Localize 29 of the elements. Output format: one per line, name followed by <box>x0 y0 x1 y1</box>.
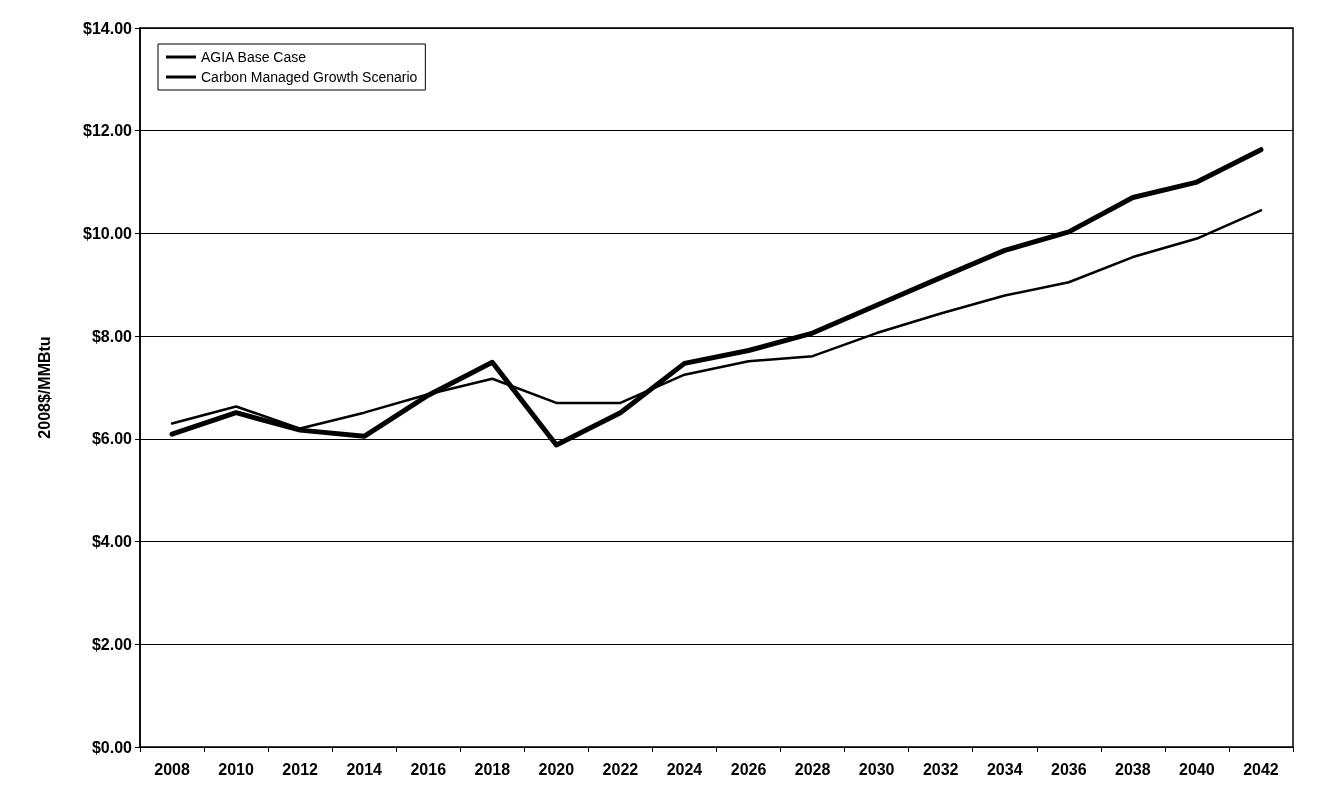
x-tick-label: 2008 <box>154 760 190 778</box>
x-tick-label: 2024 <box>666 760 703 778</box>
x-tick-label: 2042 <box>1243 760 1279 778</box>
y-tick-label: $12.00 <box>83 122 133 140</box>
y-tick-label: $10.00 <box>83 224 133 242</box>
x-tick-label: 2034 <box>986 760 1023 778</box>
x-tick-label: 2010 <box>218 760 254 778</box>
x-tick-label: 2018 <box>474 760 511 778</box>
x-tick-label: 2026 <box>730 760 767 778</box>
x-tick-label: 2028 <box>794 760 831 778</box>
y-axis-title: 2008$/MMBtu <box>35 336 53 439</box>
y-tick-label: $2.00 <box>91 635 133 653</box>
y-tick-label: $14.00 <box>83 19 133 37</box>
y-tick-label: $4.00 <box>91 533 133 551</box>
x-tick-label: 2032 <box>922 760 959 778</box>
y-tick-label: $6.00 <box>91 430 133 448</box>
x-tick-label: 2020 <box>538 760 575 778</box>
x-tick-label: 2036 <box>1051 760 1087 778</box>
x-tick-label: 2016 <box>410 760 447 778</box>
x-tick-label: 2030 <box>858 760 895 778</box>
x-tick-label: 2022 <box>602 760 639 778</box>
y-tick-label: $0.00 <box>91 738 133 756</box>
x-tick-label: 2012 <box>282 760 319 778</box>
y-tick-label: $8.00 <box>91 327 133 345</box>
x-tick-label: 2038 <box>1115 760 1151 778</box>
x-tick-label: 2014 <box>346 760 383 778</box>
legend-label: Carbon Managed Growth Scenario <box>201 69 418 85</box>
legend-label: AGIA Base Case <box>201 49 307 65</box>
x-tick-label: 2040 <box>1179 760 1215 778</box>
